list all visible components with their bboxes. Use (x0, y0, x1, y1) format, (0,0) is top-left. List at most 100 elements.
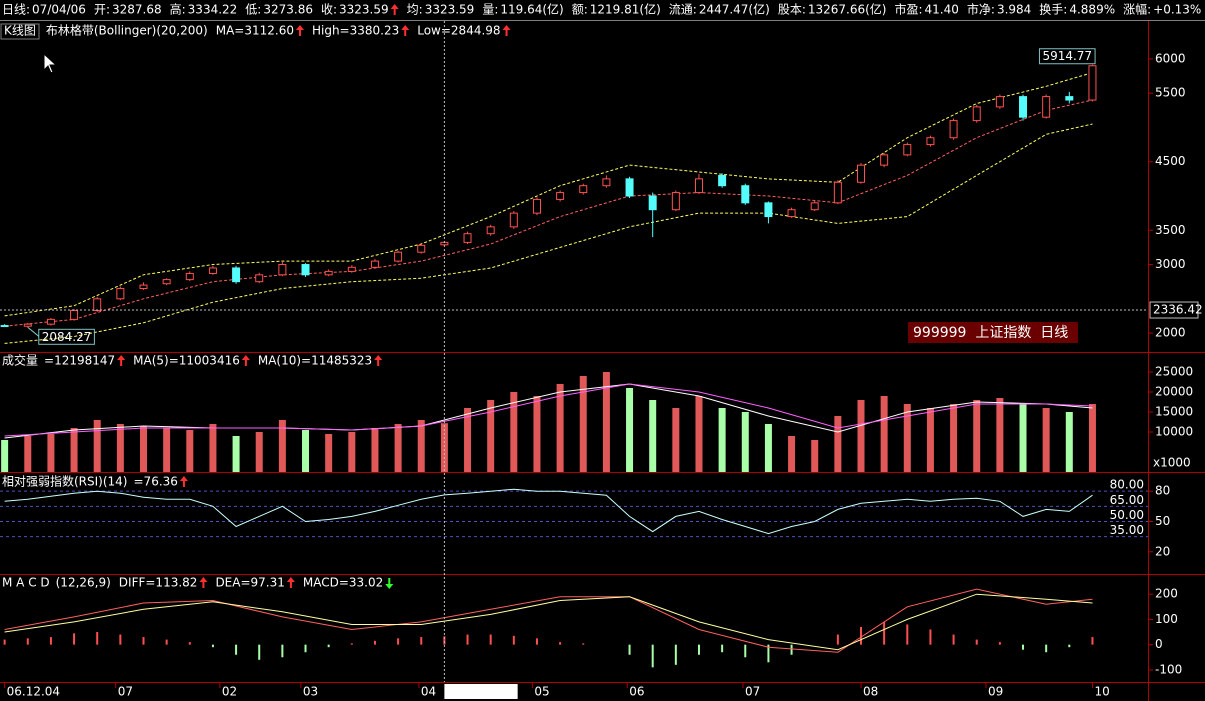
rsi-line (4, 488, 1093, 535)
candle-body (255, 274, 264, 283)
volume-bar (440, 423, 448, 472)
candle-body (1042, 96, 1051, 118)
x-tick-label: 05 (534, 685, 549, 699)
x-tick-label: 04 (421, 685, 436, 699)
arrow-up (295, 25, 304, 36)
candle-body (93, 298, 102, 311)
unit-label: x1000 (1153, 456, 1191, 470)
volume-bar (464, 408, 472, 472)
volume-bar (811, 440, 819, 472)
volume-bar (47, 434, 55, 472)
readout: MA=3112.60 (216, 24, 294, 38)
volume-bar (1042, 408, 1050, 472)
candle-body (880, 154, 889, 166)
volume-bar (1088, 404, 1096, 472)
info-value: 3334.22 (188, 3, 238, 17)
band-upper (4, 72, 1093, 317)
candle-body (694, 178, 703, 194)
level-label: 80.00 (1110, 478, 1144, 492)
readout: =12198147 (44, 354, 115, 368)
info-label: 股本: (778, 3, 806, 17)
crosshair-price: 2336.42 (1153, 303, 1203, 317)
readout: DIFF=113.82 (119, 576, 198, 590)
volume-bar (926, 408, 934, 472)
volume-bar (394, 424, 402, 472)
readout: =76.36 (134, 475, 178, 489)
arrow-up (390, 4, 399, 15)
candle-body (486, 226, 495, 235)
volume-bar (1019, 404, 1027, 472)
x-tick-label: 10 (1094, 685, 1109, 699)
info-label: 市盈: (894, 2, 922, 17)
y-tick-label: -100 (1155, 662, 1182, 676)
dea-line (4, 593, 1093, 651)
volume-bar (973, 400, 981, 472)
candle-body (417, 244, 426, 253)
readout: MA(10)=11485323 (258, 354, 372, 368)
crosshair-price-box (1149, 301, 1199, 319)
candle-body (509, 212, 518, 228)
mouse-cursor (43, 52, 58, 74)
volume-bar (649, 400, 657, 472)
candle-body (324, 270, 333, 276)
panel-title: 成交量 (2, 353, 38, 368)
volume-bar (556, 384, 564, 472)
info-label: 涨幅: (1123, 2, 1151, 17)
level-label: 35.00 (1110, 523, 1144, 537)
x-tick-label: 06 (629, 685, 644, 699)
info-value: 3273.86 (263, 3, 313, 17)
arrow-up (179, 476, 188, 487)
volume-bar (579, 376, 587, 472)
y-tick-label: 100 (1155, 612, 1178, 626)
candle-body (232, 267, 241, 283)
info-label: 换手: (1039, 3, 1067, 17)
ma10-line (4, 383, 1093, 437)
readout: Low=2844.98 (417, 24, 500, 38)
volume-bar (1065, 412, 1073, 472)
x-tick-label: 09 (988, 685, 1003, 699)
readout: High=3380.23 (312, 24, 399, 38)
max-label: 5914.77 (1042, 49, 1092, 63)
candle-body (139, 284, 148, 290)
candle-body (556, 192, 565, 200)
ma5-line (4, 383, 1093, 439)
volume-bar (788, 436, 796, 472)
indicator-name: 布林格带(Bollinger)(20,200) (46, 23, 208, 38)
volume-bar (626, 388, 634, 472)
arrow-up (401, 25, 410, 36)
arrow-down (385, 578, 394, 589)
info-value: 3323.59 (339, 3, 389, 17)
info-label: 日线: (2, 3, 30, 17)
candle-body (764, 202, 773, 218)
candle-body (857, 164, 865, 183)
info-label: 均: (407, 3, 423, 17)
y-tick-label: 5500 (1155, 86, 1186, 100)
candle-body (787, 209, 796, 218)
min-leader (27, 326, 40, 337)
crosshair-date-box (444, 684, 518, 699)
diff-line (4, 588, 1093, 653)
info-label: 低: (245, 3, 261, 17)
x-tick-label: 08 (863, 685, 878, 699)
volume-bar (695, 396, 703, 472)
candle-body (995, 96, 1004, 108)
arrow-up (199, 577, 208, 588)
level-label: 50.00 (1110, 508, 1144, 522)
max-label-box (1038, 48, 1096, 65)
volume-bar (417, 420, 425, 472)
y-tick-label: 2000 (1155, 326, 1186, 340)
candle-body (394, 251, 403, 262)
readout: MACD=33.02 (303, 576, 383, 590)
info-label: 开: (94, 3, 110, 17)
y-tick-label: 10000 (1155, 425, 1193, 439)
volume-bar (718, 408, 726, 472)
candle-body (208, 267, 217, 274)
band-lower (4, 123, 1093, 344)
title-box (0, 23, 40, 40)
x-tick-label: 03 (303, 685, 318, 699)
candle-body (903, 144, 912, 156)
candle-body (1065, 96, 1074, 101)
readout: DEA=97.31 (215, 576, 284, 590)
info-value: +0.13% (1153, 3, 1201, 17)
